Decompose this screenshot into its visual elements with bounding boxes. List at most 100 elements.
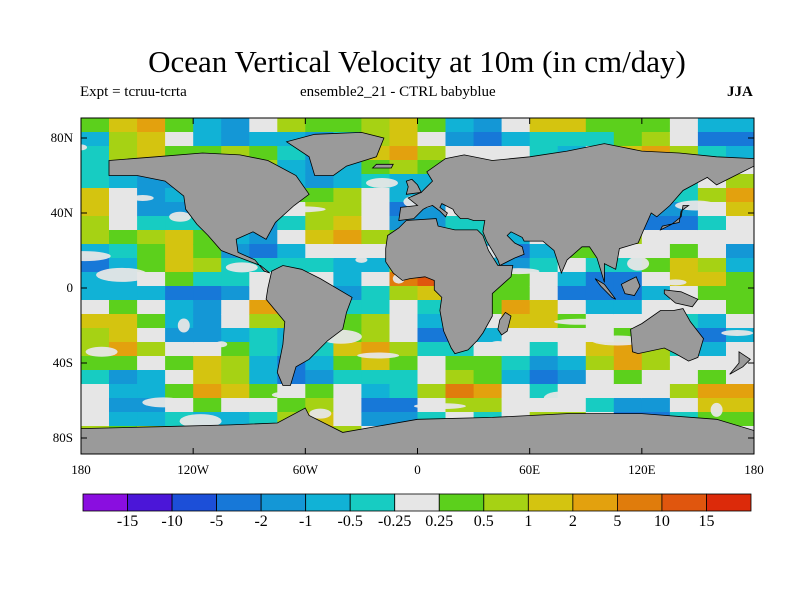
field-cell	[473, 384, 503, 399]
field-cell	[473, 146, 503, 161]
field-cell	[445, 384, 474, 399]
field-cell	[501, 328, 531, 343]
field-cell	[641, 244, 671, 259]
near-zero-patch	[357, 352, 400, 359]
field-cell	[697, 272, 727, 287]
field-cell	[726, 146, 754, 161]
field-cell	[389, 160, 418, 175]
field-cell	[305, 244, 334, 259]
field-cell	[557, 342, 587, 357]
near-zero-patch	[486, 341, 509, 355]
field-cell	[249, 244, 278, 259]
field-cell	[109, 300, 138, 315]
near-zero-patch	[85, 346, 118, 357]
field-cell	[249, 356, 278, 371]
near-zero-patch	[96, 267, 149, 282]
field-cell	[109, 230, 138, 245]
field-cell	[165, 118, 194, 133]
field-cell	[81, 412, 110, 427]
colorbar-swatch	[82, 493, 128, 512]
field-cell	[641, 272, 671, 287]
field-cell	[277, 230, 306, 245]
field-cell	[557, 132, 587, 147]
field-cell	[137, 132, 166, 147]
field-cell	[109, 412, 138, 427]
field-cell	[81, 160, 110, 175]
colorbar-level-label: 0.25	[425, 513, 454, 530]
near-zero-patch	[591, 335, 644, 346]
field-cell	[557, 370, 587, 385]
ensemble-label: ensemble2_21 - CTRL babyblue	[300, 84, 496, 100]
colorbar-swatch	[483, 493, 529, 512]
field-cell	[529, 356, 559, 371]
field-cell	[109, 132, 138, 147]
field-cell	[333, 202, 362, 217]
field-cell	[81, 230, 110, 245]
lat-tick-label: 0	[66, 280, 74, 295]
field-cell	[81, 146, 110, 161]
field-cell	[305, 370, 334, 385]
colorbar-swatch	[527, 493, 574, 512]
near-zero-patch	[675, 200, 717, 211]
field-cell	[501, 384, 531, 399]
field-cell	[641, 384, 671, 399]
field-cell	[333, 188, 362, 203]
field-cell	[81, 258, 110, 273]
field-cell	[557, 118, 587, 133]
field-cell	[361, 216, 390, 231]
field-cell	[305, 188, 334, 203]
lon-tick-label: 120W	[177, 462, 210, 477]
field-cell	[697, 230, 727, 245]
field-cell	[641, 370, 671, 385]
field-cell	[417, 384, 446, 399]
colorbar-swatch	[305, 493, 351, 512]
land-north-america	[108, 152, 310, 274]
land-japan	[659, 205, 690, 231]
field-cell	[726, 202, 754, 217]
field-cell	[585, 398, 615, 413]
field-cell	[333, 356, 362, 371]
field-cell	[726, 370, 754, 385]
field-cell	[389, 384, 418, 399]
field-cell	[137, 356, 166, 371]
field-cell	[249, 132, 278, 147]
field-cell	[585, 272, 615, 287]
field-cell	[193, 314, 222, 329]
field-cell	[165, 258, 194, 273]
field-cell	[697, 342, 727, 357]
field-cell	[109, 384, 138, 399]
colorbar-level-label: 2	[568, 513, 577, 530]
season-label: JJA	[727, 84, 753, 100]
experiment-label: Expt = tcruu-tcrta	[80, 84, 187, 100]
near-zero-patch	[81, 144, 87, 151]
field-cell	[249, 342, 278, 357]
field-cell	[193, 258, 222, 273]
field-cell	[557, 300, 587, 315]
field-cell	[249, 118, 278, 133]
field-cell	[221, 356, 250, 371]
field-cell	[613, 356, 643, 371]
field-cell	[501, 356, 531, 371]
field-cell	[726, 230, 754, 245]
colorbar-level-label: -15	[116, 513, 139, 530]
field-cell	[249, 314, 278, 329]
land-iceland	[371, 163, 394, 169]
field-cell	[137, 230, 166, 245]
field-cell	[221, 314, 250, 329]
field-cell	[277, 216, 306, 231]
lon-tick-label: 180	[71, 462, 91, 477]
near-zero-patch	[543, 391, 576, 406]
field-cell	[417, 118, 446, 133]
field-cell	[726, 398, 754, 413]
field-cell	[726, 258, 754, 273]
lon-tick-label: 60W	[292, 462, 318, 477]
field-cell	[473, 356, 503, 371]
field-cell	[697, 300, 727, 315]
field-cell	[333, 370, 362, 385]
field-cell	[333, 258, 362, 273]
field-cell	[473, 132, 503, 147]
field-cell	[529, 328, 559, 343]
land-new-guinea	[663, 289, 699, 308]
field-cell	[305, 118, 334, 133]
near-zero-patch	[225, 262, 258, 273]
